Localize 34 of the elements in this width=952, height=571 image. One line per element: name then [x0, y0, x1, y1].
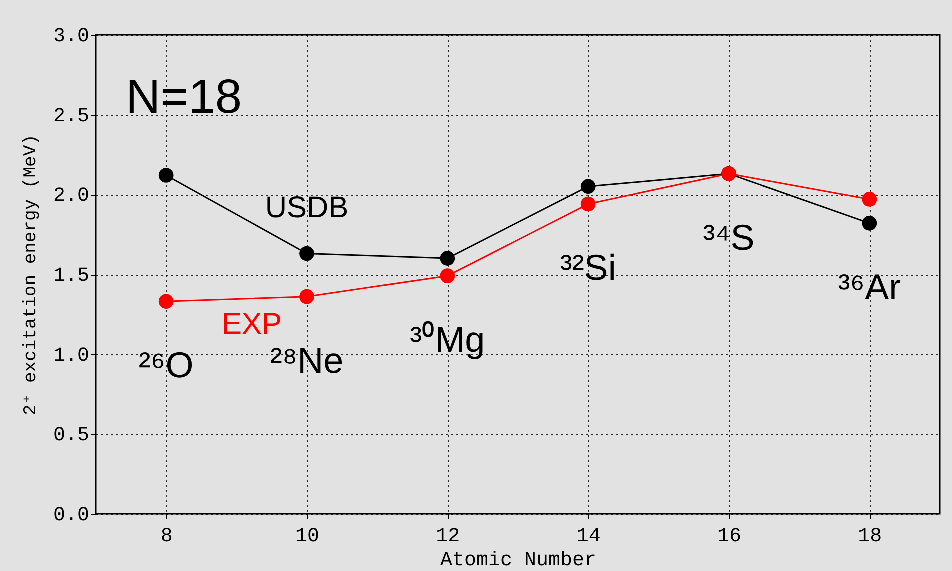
series-label: EXP: [222, 308, 282, 341]
y-tick-label: 3.0: [53, 26, 90, 48]
x-axis-title: Atomic Number: [440, 550, 597, 571]
y-tick-label: 1.5: [53, 265, 90, 288]
point: [300, 246, 314, 262]
y-tick-label: 0.0: [53, 504, 90, 528]
x-tick-label: 12: [436, 526, 460, 548]
point: [158, 168, 174, 183]
series-label: USDB: [265, 192, 349, 225]
annotation: N=18: [126, 71, 242, 124]
point: [440, 268, 456, 284]
x-tick-label: 14: [576, 526, 601, 548]
x-tick-label: 16: [717, 526, 742, 548]
point: [300, 289, 314, 304]
y-axis-title: 2⁺ excitation energy (MeV): [21, 134, 42, 416]
point: [158, 294, 174, 310]
annotation: ³⁰Mg: [410, 319, 486, 360]
point: [580, 179, 596, 194]
x-tick-label: 10: [295, 526, 320, 548]
annotation: ²⁶O: [138, 344, 194, 386]
y-tick-label: 2.5: [53, 105, 90, 128]
point: [862, 192, 878, 207]
y-tick-label: 0.5: [53, 424, 90, 448]
y-tick-label: 2.0: [53, 185, 90, 208]
point: [440, 251, 456, 266]
annotation: ³⁴S: [703, 216, 755, 258]
x-tick-label: 8: [160, 526, 173, 548]
x-tick-label: 18: [858, 526, 882, 548]
y-tick-label: 1.0: [53, 344, 90, 368]
annotation: ³²Si: [560, 247, 616, 288]
annotation: ²⁸Ne: [270, 340, 344, 381]
point: [862, 216, 878, 231]
point: [580, 196, 596, 212]
annotation: ³⁶Ar: [838, 266, 902, 308]
